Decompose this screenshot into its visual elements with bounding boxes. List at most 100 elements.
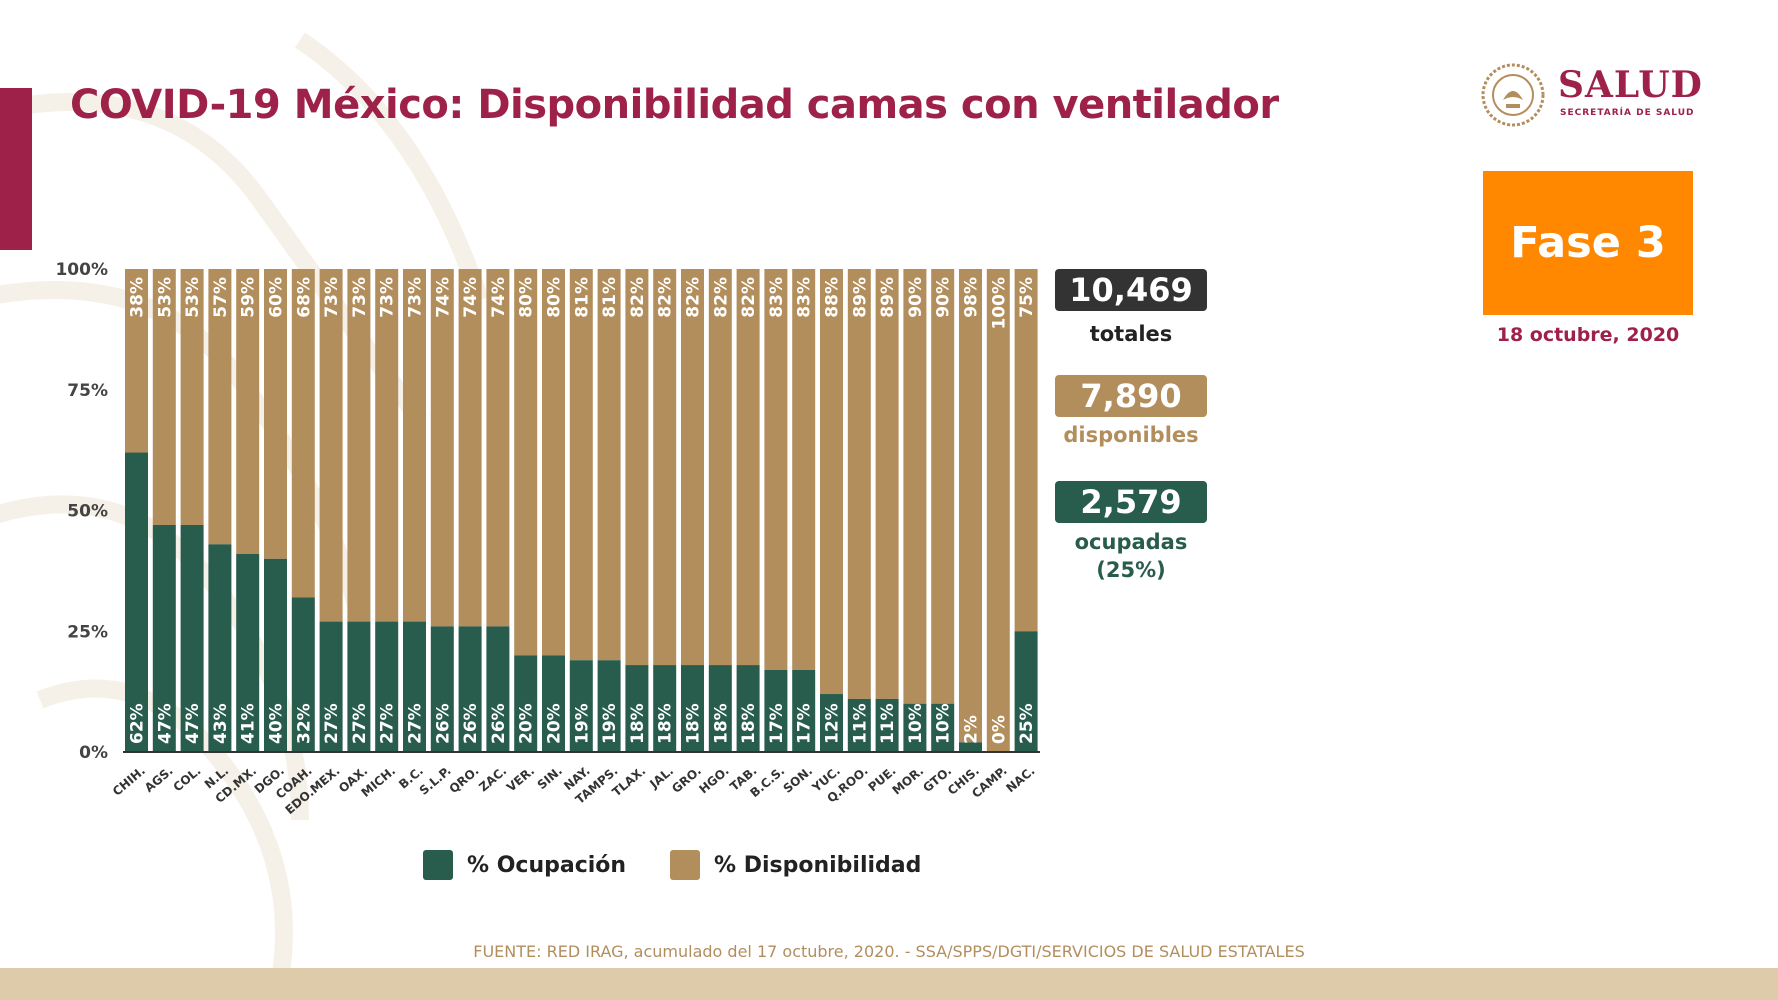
data-label-disponibilidad: 82% <box>711 277 731 318</box>
bar-disponibilidad <box>820 269 843 695</box>
bar-disponibilidad <box>903 269 927 704</box>
bar-disponibilidad <box>708 269 732 666</box>
data-label-ocupacion: 27% <box>350 703 370 744</box>
y-tick-label: 25% <box>67 622 108 642</box>
y-tick-label: 0% <box>79 743 108 763</box>
data-label-ocupacion: 47% <box>155 703 175 744</box>
x-tick-label: MOR. <box>890 764 927 798</box>
data-label-ocupacion: 2% <box>962 715 982 744</box>
bar-disponibilidad <box>180 269 204 525</box>
data-label-disponibilidad: 57% <box>211 277 231 318</box>
bar-ocupacion <box>569 660 593 752</box>
data-label-ocupacion: 25% <box>1017 703 1037 744</box>
bar-disponibilidad <box>847 269 871 699</box>
bar-ocupacion <box>542 655 565 752</box>
bar-ocupacion <box>959 742 982 752</box>
occupancy-chart: 0% 25% 50% 75% 100% 62% 38% CHIH. 47% 53% AGS. 47% 5… <box>55 260 1040 817</box>
data-label-disponibilidad: 74% <box>433 277 453 318</box>
bar-disponibilidad <box>264 269 287 559</box>
data-label-disponibilidad: 90% <box>934 277 954 318</box>
data-label-ocupacion: 26% <box>461 703 481 744</box>
data-label-ocupacion: 18% <box>684 703 704 744</box>
bar-ocupacion <box>180 524 204 752</box>
bar-disponibilidad <box>403 269 426 622</box>
bar-disponibilidad <box>653 269 677 666</box>
data-label-disponibilidad: 73% <box>322 277 342 318</box>
data-label-disponibilidad: 89% <box>878 277 898 318</box>
data-label-disponibilidad: 90% <box>906 277 926 318</box>
data-label-ocupacion: 27% <box>406 703 426 744</box>
data-label-ocupacion: 18% <box>711 703 731 744</box>
data-label-disponibilidad: 80% <box>545 277 565 318</box>
page-title: COVID-19 México: Disponibilidad camas co… <box>70 82 1279 128</box>
data-label-ocupacion: 20% <box>545 703 565 744</box>
bar-disponibilidad <box>986 269 1010 752</box>
bar-disponibilidad <box>931 269 955 704</box>
bar-disponibilidad <box>125 269 148 453</box>
x-tick-label: NAC. <box>1003 764 1037 796</box>
y-tick-label: 75% <box>67 381 108 401</box>
data-label-disponibilidad: 88% <box>823 277 843 318</box>
bar-disponibilidad <box>569 269 593 661</box>
salud-logo: SALUD SECRETARÍA DE SALUD <box>1478 60 1702 130</box>
y-tick-label: 50% <box>67 502 108 522</box>
source-note: FUENTE: RED IRAG, acumulado del 17 octub… <box>473 942 1305 961</box>
data-label-disponibilidad: 75% <box>1017 277 1037 318</box>
phase-badge: Fase 3 <box>1483 171 1693 315</box>
data-label-ocupacion: 26% <box>489 703 509 744</box>
bar-ocupacion <box>875 698 899 752</box>
accent-bar <box>0 88 32 250</box>
bar-disponibilidad <box>236 269 260 554</box>
data-label-ocupacion: 18% <box>628 703 648 744</box>
data-label-ocupacion: 10% <box>906 703 926 744</box>
bar-ocupacion <box>820 694 843 752</box>
bar-ocupacion <box>430 626 454 752</box>
bar-disponibilidad <box>430 269 454 627</box>
data-label-disponibilidad: 53% <box>155 277 175 318</box>
x-tick-label: QRO. <box>447 764 482 797</box>
x-tick-label: SIN. <box>535 764 565 793</box>
data-label-ocupacion: 11% <box>850 703 870 744</box>
data-label-disponibilidad: 83% <box>767 277 787 318</box>
data-label-disponibilidad: 83% <box>795 277 815 318</box>
bar-ocupacion <box>681 665 704 752</box>
bar-ocupacion <box>514 655 538 752</box>
x-tick-label: VER. <box>504 764 537 795</box>
x-tick-label: S.L.P. <box>417 764 454 798</box>
data-label-ocupacion: 18% <box>739 703 759 744</box>
data-label-disponibilidad: 74% <box>489 277 509 318</box>
data-label-ocupacion: 41% <box>239 703 259 744</box>
bar-disponibilidad <box>681 269 704 666</box>
bar-ocupacion <box>597 660 621 752</box>
bar-ocupacion <box>125 452 148 752</box>
bar-disponibilidad <box>514 269 538 656</box>
data-label-ocupacion: 40% <box>267 703 287 744</box>
data-label-ocupacion: 19% <box>572 703 592 744</box>
disponibles-value: 7,890 <box>1055 375 1207 417</box>
bar-disponibilidad <box>347 269 371 622</box>
x-tick-label: ZAC. <box>476 764 509 795</box>
bar-disponibilidad <box>375 269 399 622</box>
data-label-ocupacion: 19% <box>600 703 620 744</box>
bar-ocupacion <box>764 669 788 752</box>
legend-swatch-ocupacion <box>423 850 453 880</box>
data-label-disponibilidad: 82% <box>656 277 676 318</box>
bar-disponibilidad <box>736 269 760 666</box>
data-label-ocupacion: 27% <box>378 703 398 744</box>
data-label-disponibilidad: 68% <box>294 277 314 318</box>
bar-ocupacion <box>236 553 260 752</box>
bar-disponibilidad <box>319 269 343 622</box>
bar-ocupacion <box>264 558 287 752</box>
data-label-ocupacion: 12% <box>823 703 843 744</box>
bar-ocupacion <box>458 626 482 752</box>
data-label-disponibilidad: 100% <box>989 277 1009 330</box>
legend-disponibilidad: % Disponibilidad <box>670 849 921 881</box>
x-tick-label: SON. <box>781 764 816 796</box>
x-tick-label: CHIH. <box>110 764 148 799</box>
data-label-ocupacion: 32% <box>294 703 314 744</box>
data-label-ocupacion: 20% <box>517 703 537 744</box>
data-label-disponibilidad: 82% <box>684 277 704 318</box>
data-label-ocupacion: 0% <box>989 715 1009 744</box>
data-label-disponibilidad: 38% <box>128 277 148 318</box>
legend-ocupacion: % Ocupación <box>423 849 626 881</box>
